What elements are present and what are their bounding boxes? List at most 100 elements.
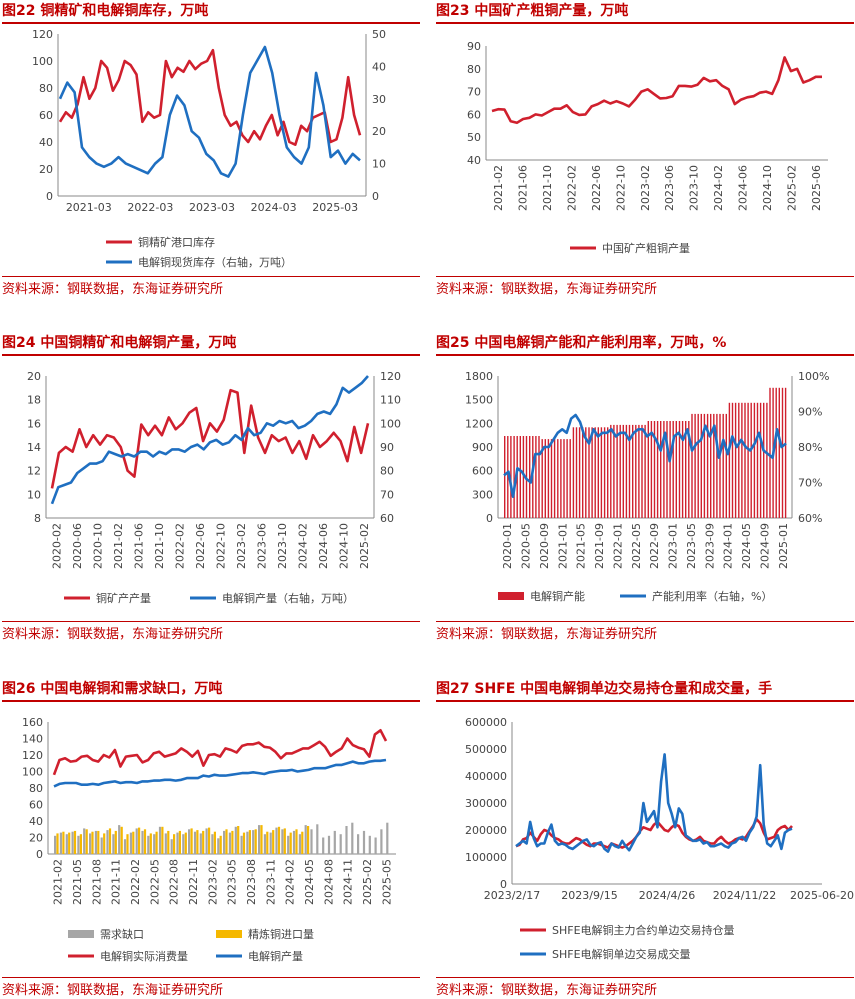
y-tick-label: 100 — [32, 55, 53, 68]
y-tick-label: 14 — [27, 441, 41, 454]
y-tick-label: 90 — [467, 40, 481, 53]
x-tick-label: 2024/4/26 — [639, 889, 695, 902]
demand-gap-bar — [217, 838, 220, 854]
series-line-production — [53, 758, 387, 788]
x-tick-label: 2021-11 — [110, 859, 123, 905]
capacity-bar — [569, 439, 571, 518]
x-tick-label: 2024-05 — [303, 859, 316, 905]
x-tick-label: 2025-03 — [312, 201, 358, 214]
y2-tick-label: 120 — [380, 370, 401, 383]
capacity-bar — [694, 413, 696, 518]
chart-title-25: 图25 中国电解铜产能和产能利用率，万吨，% — [436, 335, 727, 351]
capacity-bar — [656, 421, 659, 518]
x-tick-label: 2024-10 — [761, 165, 774, 211]
refined-import-bar — [266, 831, 269, 854]
capacity-bar — [750, 402, 752, 518]
legend-refined-import-label: 精炼铜进口量 — [248, 927, 314, 941]
x-tick-label: 2022-10 — [214, 523, 227, 569]
demand-gap-bar — [199, 833, 202, 854]
demand-gap-bar — [298, 834, 301, 854]
capacity-bar — [741, 402, 743, 518]
refined-import-bar — [85, 829, 88, 855]
x-tick-label: 2025-01 — [777, 523, 790, 569]
x-tick-label: 2021-10 — [153, 523, 166, 569]
legend-open-interest-label: SHFE电解铜主力合约单边交易持仓量 — [552, 923, 735, 937]
y-tick-label: 600 — [472, 465, 493, 478]
demand-gap-bar — [258, 825, 261, 854]
refined-import-bar — [208, 827, 211, 854]
series-line-blister-copper — [491, 56, 822, 125]
x-tick-label: 2025-06 — [810, 165, 823, 211]
y-tick-label: 16 — [27, 417, 41, 430]
capacity-bar — [678, 421, 681, 518]
chart-25: 0 300 600 900 1200 1500 1800 60% 70% 80% 90% 100% 20… — [465, 370, 829, 603]
x-tick-label: 2022-11 — [187, 859, 200, 905]
y-tick-label: 70 — [467, 86, 481, 99]
demand-gap-bar — [94, 830, 97, 854]
demand-gap-bar — [228, 832, 231, 854]
capacity-bar — [700, 413, 702, 518]
demand-gap-bar — [327, 835, 331, 854]
demand-gap-bar — [351, 822, 354, 854]
x-tick-label: 2024-09 — [758, 523, 771, 569]
title-rule-22 — [2, 22, 420, 24]
x-tick-label: 2022-02 — [129, 859, 142, 905]
capacity-bar — [731, 402, 734, 518]
capacity-bar — [635, 424, 637, 518]
y-tick-label: 160 — [22, 716, 43, 729]
x-tick-label: 2025-05 — [380, 859, 393, 905]
demand-gap-bar — [182, 834, 185, 854]
capacity-bar — [522, 436, 525, 518]
x-tick-label: 2023-01 — [667, 523, 680, 569]
refined-import-bar — [283, 828, 286, 854]
capacity-bar — [734, 402, 737, 518]
legend-capacity-swatch — [498, 592, 524, 600]
capacity-bar — [582, 427, 584, 518]
capacity-bar — [738, 402, 740, 518]
x-tick-label: 2021-10 — [541, 165, 554, 211]
y-tick-label: 8 — [34, 512, 41, 525]
capacity-bar — [660, 421, 662, 518]
legend-production-label: 电解铜产量 — [248, 949, 303, 963]
demand-gap-bar — [147, 835, 150, 854]
x-tick-label: 2022-01 — [611, 523, 624, 569]
x-tick-label: 2024/11/22 — [713, 889, 776, 902]
capacity-bar — [557, 439, 559, 518]
capacity-bar — [622, 424, 624, 518]
x-tick-label: 2022-05 — [630, 523, 643, 569]
capacity-bar — [529, 436, 531, 518]
refined-import-bar — [91, 831, 94, 854]
refined-import-bar — [307, 826, 310, 854]
demand-gap-bar — [54, 835, 57, 854]
y-tick-label: 500000 — [465, 743, 507, 756]
source-rule-27 — [436, 977, 854, 978]
y-tick-label: 20 — [27, 370, 41, 383]
panel-23: 图23 中国矿产粗铜产量，万吨 40 50 60 70 80 90 2021-02 2021-… — [436, 0, 854, 300]
capacity-bar — [688, 421, 690, 518]
x-tick-label: 2024-11 — [342, 859, 355, 905]
panel-26: 图26 中国电解铜和需求缺口，万吨 0 20 40 60 80 100 120 140 160 2… — [2, 678, 420, 998]
y-tick-label: 200000 — [465, 824, 507, 837]
source-rule-25 — [436, 621, 854, 622]
capacity-bar — [722, 413, 724, 518]
chart-title-23: 图23 中国矿产粗铜产量，万吨 — [436, 3, 629, 19]
refined-import-bar — [149, 833, 152, 854]
x-tick-label: 2023/2/17 — [484, 889, 540, 902]
x-tick-label: 2023-03 — [189, 201, 235, 214]
refined-import-bar — [173, 834, 176, 854]
capacity-bar — [681, 421, 684, 518]
x-tick-label: 2023-02 — [206, 859, 219, 905]
x-tick-label: 2023-05 — [226, 859, 239, 905]
demand-gap-bar — [263, 834, 266, 854]
legend-cathode-stock-label: 电解铜现货库存（右轴，万吨） — [138, 255, 292, 269]
x-tick-label: 2025-02 — [361, 859, 374, 905]
capacity-bar — [650, 421, 653, 518]
demand-gap-bar — [223, 830, 226, 854]
demand-gap-bar — [83, 828, 86, 854]
capacity-bar — [585, 427, 587, 518]
capacity-bar — [563, 439, 565, 518]
y-tick-label: 0 — [486, 512, 493, 525]
x-tick-label: 2021-02 — [112, 523, 125, 569]
x-tick-label: 2022-03 — [127, 201, 173, 214]
capacity-bar — [504, 436, 506, 518]
